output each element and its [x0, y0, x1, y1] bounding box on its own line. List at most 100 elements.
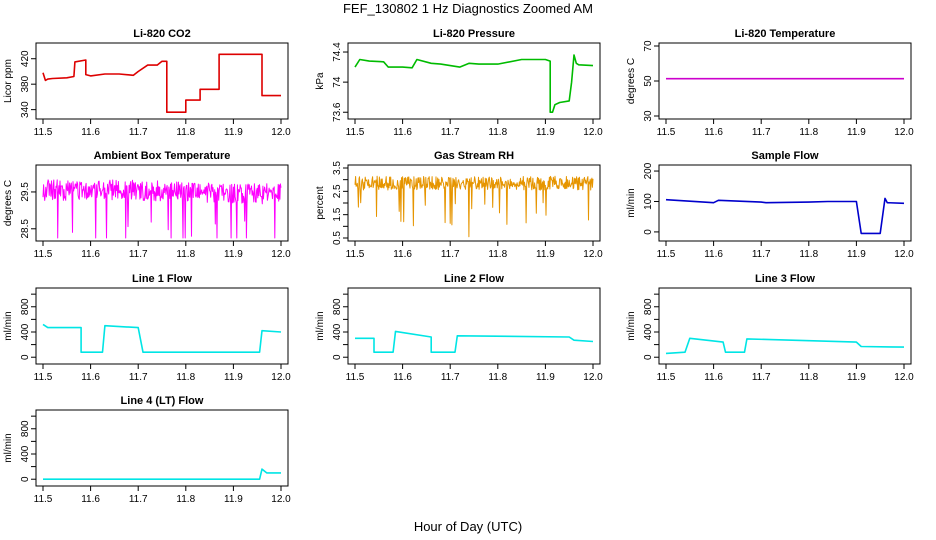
panel-sample_flow: Sample Flow ml/min 11.5 11.6 11.7 11.8 11.9 12.…: [626, 150, 914, 260]
series-line: [354, 54, 594, 113]
y-tick-label: 73.6: [332, 102, 343, 122]
panel-title: Li-820 Pressure: [433, 28, 515, 40]
x-tick-label: 11.7: [441, 249, 460, 260]
x-tick-label: 12.0: [583, 127, 603, 138]
figure-x-axis-label: Hour of Day (UTC): [414, 519, 522, 534]
y-tick-label: 0: [643, 229, 654, 235]
x-tick-label: 11.6: [704, 249, 723, 260]
x-tick-label: 11.5: [657, 127, 676, 138]
y-tick-label: 800: [20, 420, 31, 437]
panel-line3: Line 3 Flow ml/min 11.5 11.6 11.7 11.8 11.9 12.…: [626, 273, 914, 383]
plot-frame: [35, 42, 289, 120]
y-tick-label: 800: [643, 298, 654, 315]
y-tick-label: 28.5: [20, 219, 31, 239]
x-tick-label: 11.7: [441, 127, 460, 138]
x-tick-label: 11.7: [752, 372, 771, 383]
x-tick-label: 11.7: [129, 494, 148, 505]
y-axis-label: percent: [315, 186, 326, 220]
x-tick-label: 11.6: [81, 127, 100, 138]
x-tick-label: 11.5: [34, 372, 53, 383]
series-line: [665, 337, 905, 355]
panel-title: Sample Flow: [751, 150, 819, 162]
x-tick-label: 11.5: [34, 494, 53, 505]
panel-line2: Line 2 Flow ml/min 11.5 11.6 11.7 11.8 11.9 12.…: [315, 273, 603, 383]
x-tick-label: 11.8: [488, 249, 507, 260]
x-tick-label: 11.9: [536, 372, 555, 383]
y-tick-label: 420: [20, 50, 31, 67]
y-axis-label: degrees C: [626, 58, 637, 104]
panel-title: Line 4 (LT) Flow: [121, 395, 204, 407]
figure-title: FEF_130802 1 Hz Diagnostics Zoomed AM: [343, 1, 593, 16]
x-tick-label: 11.6: [393, 249, 412, 260]
x-tick-label: 11.7: [752, 249, 771, 260]
panel-title: Line 3 Flow: [755, 273, 815, 285]
y-tick-label: 400: [332, 323, 343, 340]
y-tick-label: 70: [643, 40, 654, 52]
y-tick-label: 0: [643, 354, 654, 360]
y-tick-label: 0: [20, 354, 31, 360]
x-tick-label: 11.8: [488, 372, 507, 383]
x-tick-label: 11.8: [799, 372, 818, 383]
panel-licor_temp: Li-820 Temperature degrees C 11.5 11.6 11.7 1…: [626, 28, 914, 138]
x-tick-label: 12.0: [583, 249, 603, 260]
plot-frame: [35, 287, 289, 365]
x-tick-label: 11.9: [847, 372, 866, 383]
x-tick-label: 11.8: [176, 372, 195, 383]
plot-frame: [347, 287, 601, 365]
x-tick-label: 11.5: [346, 127, 365, 138]
series-line: [665, 197, 905, 235]
x-tick-label: 11.6: [393, 372, 412, 383]
series-line: [354, 175, 594, 238]
y-tick-label: 800: [20, 298, 31, 315]
x-tick-label: 11.9: [224, 127, 243, 138]
y-tick-label: 100: [643, 193, 654, 210]
x-tick-label: 11.5: [657, 249, 676, 260]
x-tick-label: 11.6: [81, 249, 100, 260]
x-tick-label: 11.6: [81, 372, 100, 383]
x-tick-label: 11.9: [224, 372, 243, 383]
plot-frame: [658, 287, 912, 365]
panel-co2: Li-820 CO2 Licor ppm 11.5 11.6 11.7 11.8 11.9 1…: [3, 28, 291, 138]
y-tick-label: 1.5: [332, 207, 343, 221]
x-tick-label: 11.6: [393, 127, 412, 138]
panel-line1: Line 1 Flow ml/min 11.5 11.6 11.7 11.8 11.9 12.…: [3, 273, 291, 383]
y-axis-label: ml/min: [3, 433, 14, 462]
panel-title: Line 2 Flow: [444, 273, 504, 285]
x-tick-label: 12.0: [894, 249, 914, 260]
x-tick-label: 11.7: [441, 372, 460, 383]
y-tick-label: 400: [20, 323, 31, 340]
plot-frame: [35, 409, 289, 487]
x-tick-label: 11.9: [847, 127, 866, 138]
y-axis-label: Licor ppm: [3, 59, 14, 103]
x-tick-label: 11.7: [752, 127, 771, 138]
x-tick-label: 11.5: [346, 249, 365, 260]
x-tick-label: 11.7: [129, 249, 148, 260]
x-tick-label: 12.0: [583, 372, 603, 383]
y-tick-label: 74: [332, 76, 343, 88]
chart-panels: Li-820 CO2 Licor ppm 11.5 11.6 11.7 11.8 11.9 1…: [3, 28, 914, 505]
y-tick-label: 380: [20, 75, 31, 92]
y-tick-label: 200: [643, 162, 654, 179]
x-tick-label: 12.0: [894, 372, 914, 383]
plot-frame: [347, 42, 601, 120]
x-tick-label: 11.8: [176, 494, 195, 505]
y-tick-label: 0: [20, 476, 31, 482]
y-axis-label: ml/min: [3, 311, 14, 340]
x-tick-label: 11.8: [176, 249, 195, 260]
panel-title: Li-820 CO2: [133, 28, 190, 40]
x-tick-label: 12.0: [271, 372, 291, 383]
panel-rh: Gas Stream RH percent 11.5 11.6 11.7 11.8 11.9…: [315, 150, 603, 260]
x-tick-label: 11.6: [81, 494, 100, 505]
panel-title: Line 1 Flow: [132, 273, 192, 285]
panel-title: Li-820 Temperature: [735, 28, 836, 40]
series-line: [43, 468, 281, 480]
y-tick-label: 0.5: [332, 231, 343, 245]
x-tick-label: 11.7: [129, 372, 148, 383]
series-line: [42, 179, 282, 239]
x-tick-label: 11.6: [704, 127, 723, 138]
x-tick-label: 11.7: [129, 127, 148, 138]
x-tick-label: 11.8: [488, 127, 507, 138]
y-tick-label: 74.4: [332, 42, 343, 62]
y-tick-label: 30: [643, 110, 654, 122]
panel-box_temp: Ambient Box Temperature degrees C 11.5 11.6…: [3, 150, 291, 260]
